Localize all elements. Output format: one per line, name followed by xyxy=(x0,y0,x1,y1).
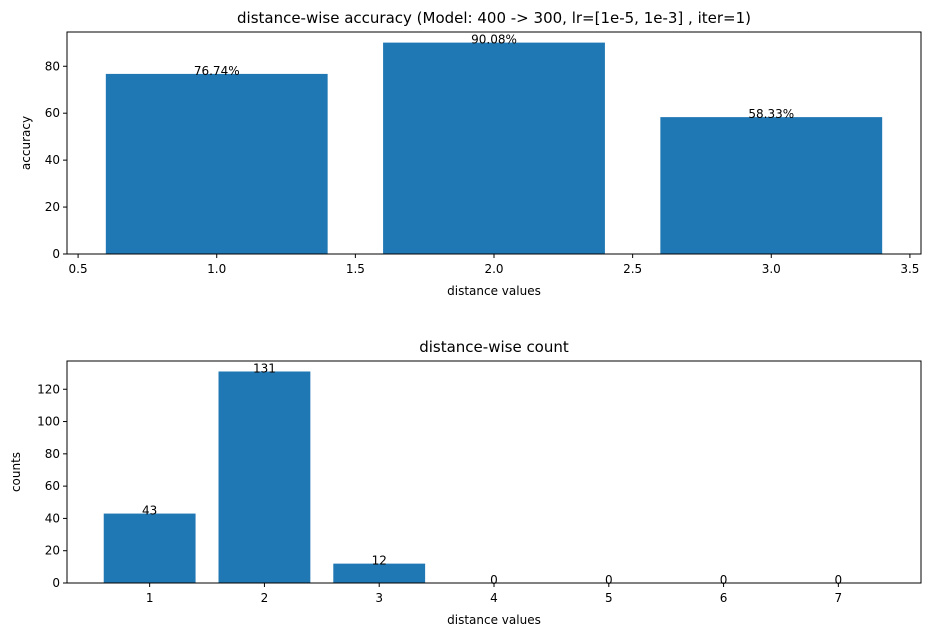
accuracy-y-tick-label-3: 60 xyxy=(45,106,60,120)
count-x-tick-label-0: 1 xyxy=(146,591,154,605)
count-y-tick-label-4: 80 xyxy=(45,447,60,461)
count-y-tick-label-2: 40 xyxy=(45,511,60,525)
count-bar-label-7: 0 xyxy=(835,573,843,587)
accuracy-y-axis-label: accuracy xyxy=(19,116,33,170)
count-bar-label-6: 0 xyxy=(720,573,728,587)
count-y-tick-label-3: 60 xyxy=(45,479,60,493)
accuracy-x-tick-label-4: 2.5 xyxy=(623,262,642,276)
accuracy-x-tick-label-0: 0.5 xyxy=(69,262,88,276)
count-x-tick-label-3: 4 xyxy=(490,591,498,605)
accuracy-x-axis-label: distance values xyxy=(447,284,541,298)
count-bar-label-2: 131 xyxy=(253,361,276,375)
accuracy-x-tick-label-3: 2.0 xyxy=(484,262,503,276)
count-x-tick-label-5: 6 xyxy=(720,591,728,605)
count-y-axis-label: counts xyxy=(9,452,23,492)
accuracy-x-tick-label-6: 3.5 xyxy=(900,262,919,276)
accuracy-chart-title: distance-wise accuracy (Model: 400 -> 30… xyxy=(237,9,751,27)
count-bar-label-5: 0 xyxy=(605,573,613,587)
count-chart-title: distance-wise count xyxy=(419,338,569,356)
count-bar-label-4: 0 xyxy=(490,573,498,587)
count-x-axis-label: distance values xyxy=(447,613,541,627)
count-bar-3 xyxy=(333,563,426,583)
accuracy-x-tick-label-2: 1.5 xyxy=(346,262,365,276)
count-y-tick-label-5: 100 xyxy=(37,415,60,429)
accuracy-bar-label-1: 76.74% xyxy=(194,64,240,78)
count-x-tick-label-4: 5 xyxy=(605,591,613,605)
count-y-tick-label-0: 0 xyxy=(52,576,60,590)
accuracy-x-tick-label-5: 3.0 xyxy=(762,262,781,276)
accuracy-y-tick-label-1: 20 xyxy=(45,200,60,214)
count-x-tick-label-1: 2 xyxy=(261,591,269,605)
accuracy-y-tick-label-4: 80 xyxy=(45,59,60,73)
accuracy-y-tick-label-0: 0 xyxy=(52,247,60,261)
count-bar-2 xyxy=(218,371,311,583)
accuracy-bar-1 xyxy=(105,73,328,254)
count-y-tick-label-1: 20 xyxy=(45,544,60,558)
count-y-tick-label-6: 120 xyxy=(37,382,60,396)
count-bar-label-3: 12 xyxy=(372,554,387,568)
accuracy-bar-label-3: 58.33% xyxy=(748,107,794,121)
count-bar-label-1: 43 xyxy=(142,504,157,518)
accuracy-bar-2 xyxy=(383,42,605,254)
accuracy-x-tick-label-1: 1.0 xyxy=(207,262,226,276)
accuracy-bar-label-2: 90.08% xyxy=(471,33,517,47)
count-x-tick-label-6: 7 xyxy=(835,591,843,605)
count-x-tick-label-2: 3 xyxy=(375,591,383,605)
accuracy-y-tick-label-2: 40 xyxy=(45,153,60,167)
accuracy-bar-3 xyxy=(660,117,883,255)
count-bar-1 xyxy=(103,513,196,583)
